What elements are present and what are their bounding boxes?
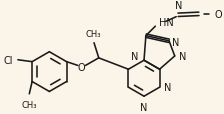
Text: N: N [164, 83, 172, 92]
Text: N: N [131, 52, 138, 62]
Text: N: N [179, 52, 187, 61]
Text: O: O [214, 10, 222, 20]
Text: Cl: Cl [4, 55, 13, 65]
Text: N: N [175, 1, 183, 11]
Text: CH₃: CH₃ [22, 101, 37, 110]
Text: CH₃: CH₃ [85, 30, 101, 39]
Text: N: N [140, 102, 148, 112]
Text: N: N [172, 38, 179, 48]
Text: O: O [78, 63, 86, 73]
Text: HN: HN [159, 18, 174, 28]
